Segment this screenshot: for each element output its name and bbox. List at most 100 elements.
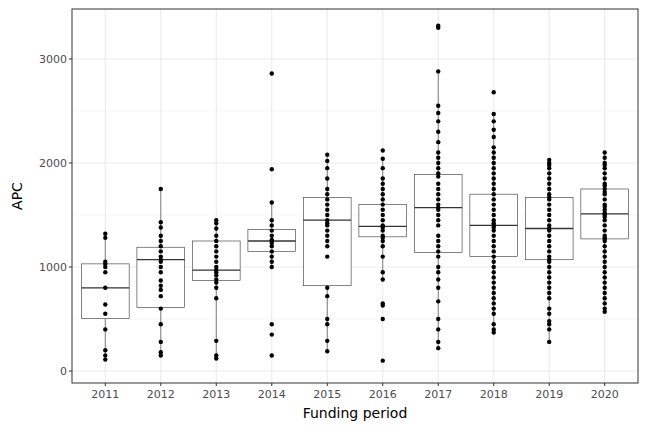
point (547, 260, 551, 264)
point (547, 171, 551, 175)
point (436, 327, 440, 331)
points (214, 218, 218, 361)
box (470, 114, 518, 332)
lower-whisker (271, 251, 272, 267)
point (436, 187, 440, 191)
points (436, 23, 440, 350)
point (381, 208, 385, 212)
point (492, 322, 496, 326)
point (214, 286, 218, 290)
point (159, 187, 163, 191)
point (103, 232, 107, 236)
point (436, 111, 440, 115)
point (436, 299, 440, 303)
point (492, 182, 496, 186)
point (603, 156, 607, 160)
point (103, 312, 107, 316)
point (547, 166, 551, 170)
point (603, 192, 607, 196)
point (103, 286, 107, 290)
point (270, 167, 274, 171)
points (159, 187, 163, 358)
point (381, 182, 385, 186)
points (325, 152, 329, 353)
box-body (81, 264, 129, 319)
point (603, 228, 607, 232)
point (381, 254, 385, 258)
point (436, 244, 440, 248)
points (270, 71, 274, 357)
point (492, 239, 496, 243)
point (325, 166, 329, 170)
point (492, 254, 496, 258)
data (81, 23, 628, 362)
point (159, 220, 163, 224)
point (492, 127, 496, 131)
point (603, 150, 607, 154)
point (270, 322, 274, 326)
point (603, 275, 607, 279)
point (547, 275, 551, 279)
tick-label: 2018 (480, 388, 508, 401)
axes: 0100020003000201120122013201420152016201… (39, 53, 619, 401)
point (214, 254, 218, 258)
point (547, 340, 551, 344)
grid-line (72, 370, 638, 371)
point (492, 119, 496, 123)
grid (72, 9, 638, 383)
point (325, 192, 329, 196)
tick (327, 383, 328, 386)
point (492, 156, 496, 160)
point (381, 244, 385, 248)
point (492, 291, 496, 295)
grid-line-x (271, 9, 272, 383)
point (547, 176, 551, 180)
tick (271, 383, 272, 386)
point (381, 148, 385, 152)
point (436, 213, 440, 217)
point (547, 244, 551, 248)
point (603, 296, 607, 300)
box-body (137, 247, 185, 307)
point (103, 236, 107, 240)
point (603, 286, 607, 290)
point (270, 223, 274, 227)
tick-label: 2013 (202, 388, 230, 401)
point (214, 339, 218, 343)
point (325, 349, 329, 353)
point (159, 353, 163, 357)
point (547, 208, 551, 212)
point (436, 156, 440, 160)
point (325, 176, 329, 180)
point (436, 234, 440, 238)
point (603, 239, 607, 243)
points (547, 158, 551, 344)
point (547, 234, 551, 238)
point (547, 202, 551, 206)
y-axis-title: APC (9, 182, 25, 210)
point (436, 182, 440, 186)
point (436, 119, 440, 123)
point (603, 249, 607, 253)
point (603, 310, 607, 314)
point (436, 265, 440, 269)
point (436, 270, 440, 274)
point (270, 254, 274, 258)
point (492, 112, 496, 116)
point (159, 306, 163, 310)
points (603, 150, 607, 314)
box (525, 160, 573, 342)
point (381, 277, 385, 281)
tick-label: 2000 (39, 157, 67, 170)
point (325, 322, 329, 326)
point (547, 228, 551, 232)
point (159, 278, 163, 282)
point (547, 182, 551, 186)
point (159, 244, 163, 248)
point (159, 340, 163, 344)
point (436, 174, 440, 178)
point (159, 260, 163, 264)
tick-label: 2014 (258, 388, 286, 401)
point (381, 218, 385, 222)
point (547, 218, 551, 222)
